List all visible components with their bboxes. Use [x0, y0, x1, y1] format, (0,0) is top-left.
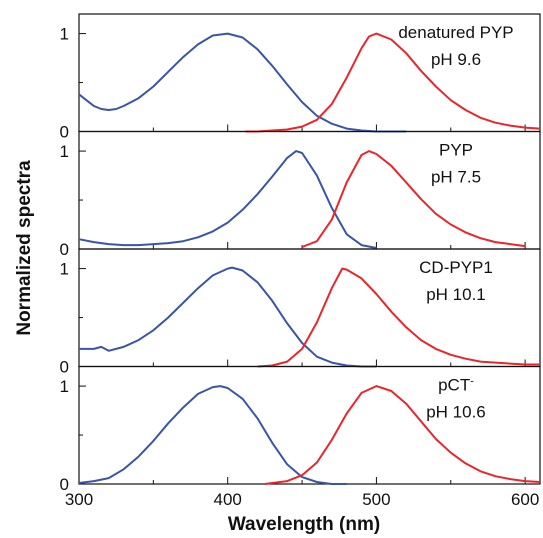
- emission-spectrum-line: [257, 267, 540, 368]
- panel-1: 0 1 denatured PYP pH 9.6: [60, 13, 541, 142]
- x-tick-label: 400: [214, 490, 242, 509]
- absorption-spectrum-line: [79, 266, 377, 368]
- x-axis-title: Wavelength (nm): [228, 514, 380, 535]
- x-tick-labels: 300 400 500 600: [65, 490, 540, 509]
- panel-label-superscript: -: [470, 376, 474, 388]
- y-tick-label: 1: [60, 377, 69, 396]
- x-tick-label: 300: [65, 490, 93, 509]
- y-tick-label: 1: [60, 25, 69, 44]
- panel-2: 0 1 PYP pH 7.5: [60, 130, 541, 259]
- panel-label-line1: CD-PYP1: [419, 258, 493, 277]
- panel-3: 0 1 CD-PYP1 pH 10.1: [60, 248, 541, 377]
- panel-label-line1: pCT-: [438, 376, 474, 395]
- absorption-spectrum-line: [78, 150, 377, 249]
- panel-label-line2: pH 10.1: [426, 285, 486, 304]
- absorption-spectrum-line: [78, 385, 347, 485]
- y-tick-label: 0: [60, 475, 69, 494]
- y-tick-label: 0: [60, 358, 69, 377]
- y-tick-label: 1: [60, 260, 69, 279]
- panel-4: 0 1 pCT-pH 10.6: [60, 365, 541, 494]
- panel-label-line1: denatured PYP: [398, 23, 513, 42]
- panel-label-line2: pH 7.5: [431, 168, 481, 187]
- emission-spectrum-line: [301, 150, 526, 248]
- x-tick-label: 600: [511, 490, 539, 509]
- absorption-spectrum-line: [78, 32, 407, 133]
- panel-label-line1: PYP: [439, 141, 473, 160]
- emission-spectrum-line: [245, 32, 541, 133]
- panel-frame: [78, 365, 541, 485]
- panel-label-line2: pH 10.6: [426, 403, 486, 422]
- panel-label-line2: pH 9.6: [431, 50, 481, 69]
- y-tick-label: 0: [60, 240, 69, 259]
- y-axis-title: Normalized spectra: [14, 160, 35, 336]
- emission-spectrum-line: [264, 385, 541, 485]
- y-tick-label: 1: [60, 142, 69, 161]
- x-tick-label: 500: [362, 490, 390, 509]
- y-tick-label: 0: [60, 123, 69, 142]
